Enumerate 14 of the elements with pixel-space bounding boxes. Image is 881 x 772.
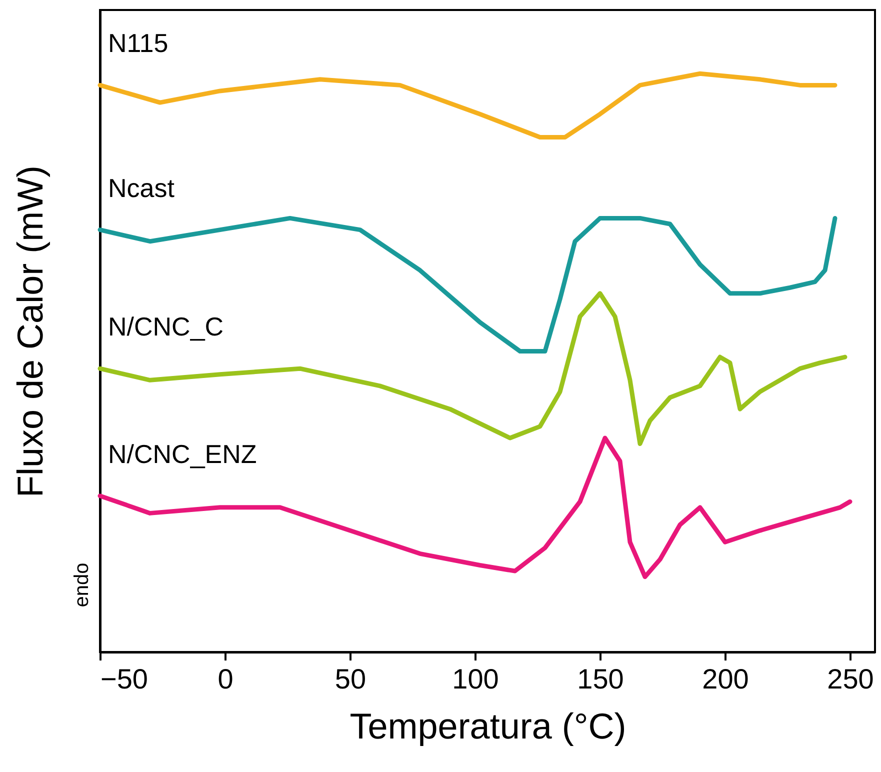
x-tick-label: −50 [100, 664, 148, 694]
x-tick-label: 200 [702, 664, 749, 694]
series-label: N/CNC_C [108, 312, 224, 342]
x-axis-title: Temperatura (°C) [350, 706, 626, 746]
x-tick-label: 100 [452, 664, 499, 694]
y-axis-title: Fluxo de Calor (mW) [10, 165, 50, 498]
x-tick-label: 150 [577, 664, 624, 694]
x-tick-label: 250 [827, 664, 874, 694]
x-tick-label: 0 [218, 664, 234, 694]
series-label: Ncast [108, 172, 176, 203]
series-label: N115 [108, 28, 168, 58]
series-label: N/CNC_ENZ [108, 438, 257, 469]
x-tick-label: 50 [334, 664, 366, 694]
text: endo [71, 562, 93, 608]
